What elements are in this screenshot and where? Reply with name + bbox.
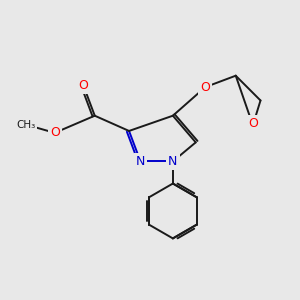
Text: O: O: [50, 126, 60, 140]
Text: O: O: [78, 79, 88, 92]
Text: O: O: [248, 117, 258, 130]
Text: N: N: [136, 155, 145, 168]
Text: N: N: [168, 155, 178, 168]
Text: O: O: [200, 81, 210, 94]
Text: CH₃: CH₃: [16, 120, 36, 130]
